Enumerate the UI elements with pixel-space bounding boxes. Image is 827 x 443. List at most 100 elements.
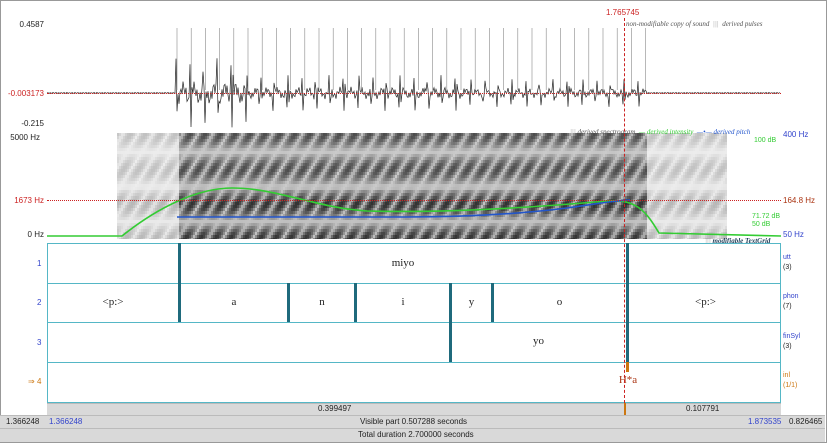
spectrogram-cell: [125, 163, 127, 166]
spectrogram-cell: [361, 202, 363, 205]
spectrogram-cell: [219, 205, 221, 208]
spectrogram-cell: [119, 229, 121, 232]
spectrogram-cell: [267, 181, 269, 184]
spectrogram-cell: [331, 184, 333, 187]
spectrogram-cell: [281, 166, 283, 169]
spectrogram-cell: [343, 202, 345, 205]
spectrogram-cell: [287, 211, 289, 214]
spectrogram-cell: [375, 193, 377, 196]
spectrogram-cell: [333, 178, 335, 181]
spectrogram-cell: [323, 145, 325, 148]
spectrogram-cell: [227, 166, 229, 169]
spectrogram-cell: [119, 184, 121, 187]
spectrogram-cell: [171, 229, 173, 232]
spectrogram-cell: [281, 151, 283, 154]
spectrogram-cell: [279, 235, 281, 238]
spectrogram-panel[interactable]: [47, 133, 781, 239]
spectrogram-cell: [183, 163, 185, 166]
spectrogram-cell: [165, 136, 167, 139]
spectrogram-cell: [117, 178, 119, 181]
spectrogram-cell: [277, 184, 279, 187]
spectrogram-cell: [373, 148, 375, 151]
spectrogram-cell: [319, 151, 321, 154]
spectrogram-cell: [171, 181, 173, 184]
spectrogram-cell: [229, 181, 231, 184]
spectrogram-cell: [261, 175, 263, 178]
spectrogram-cell: [139, 142, 141, 145]
spectrogram-cell: [381, 166, 383, 169]
waveform-panel[interactable]: [47, 20, 781, 128]
spectrogram-cell: [383, 133, 385, 136]
spectrogram-cell: [215, 214, 217, 217]
spectrogram-cell: [355, 136, 357, 139]
spectrogram-cell: [255, 211, 257, 214]
spectrogram-cell: [291, 220, 293, 223]
spectrogram-cell: [241, 232, 243, 235]
spectrogram-cell: [149, 226, 151, 229]
spectrogram-cell: [323, 151, 325, 154]
spectrogram-cell: [173, 136, 175, 139]
spectrogram-cell: [119, 223, 121, 226]
spectrogram-cell: [355, 181, 357, 184]
spectrogram-cell: [139, 175, 141, 178]
spectrogram-cell: [353, 151, 355, 154]
spectrogram-cell: [165, 181, 167, 184]
spectrogram-cell: [319, 133, 321, 136]
spectrogram-cell: [327, 208, 329, 211]
spectrogram-cell: [193, 190, 195, 193]
spectrogram-cell: [165, 229, 167, 232]
spectrogram-cell: [337, 163, 339, 166]
spectrogram-cell: [237, 166, 239, 169]
spectrogram-cell: [237, 196, 239, 199]
spectrogram-cell: [161, 154, 163, 157]
spectrogram-cell: [349, 166, 351, 169]
spectrogram-cell: [147, 172, 149, 175]
spectrogram-cell: [147, 160, 149, 163]
spectrogram-cell: [359, 142, 361, 145]
spectrogram-cell: [305, 208, 307, 211]
spectrogram-cell: [171, 220, 173, 223]
spectrogram-cell: [121, 217, 123, 220]
spectrogram-cell: [283, 190, 285, 193]
spectrogram-cell: [371, 193, 373, 196]
spectrogram-cell: [199, 235, 201, 238]
spectrogram-cell: [379, 178, 381, 181]
spectrogram-cell: [205, 217, 207, 220]
spectrogram-cell: [347, 163, 349, 166]
spectrogram-cell: [177, 148, 179, 151]
spectrogram-cell: [277, 202, 279, 205]
spectrogram-cell: [233, 172, 235, 175]
spectrogram-cell: [135, 229, 137, 232]
spectrogram-cell: [265, 223, 267, 226]
spectrogram-cell: [389, 196, 391, 199]
spectrogram-cell: [163, 139, 165, 142]
spectrogram-cell: [265, 202, 267, 205]
spectrogram-cell: [159, 181, 161, 184]
spectrogram-cell: [175, 181, 177, 184]
spectrogram-cell: [267, 220, 269, 223]
spectrogram-cell: [191, 205, 193, 208]
spectrogram-cell: [195, 157, 197, 160]
spectrogram-cell: [387, 193, 389, 196]
spectrogram-cell: [169, 193, 171, 196]
spectrogram-cell: [231, 133, 233, 136]
spectrogram-cell: [163, 217, 165, 220]
spectrogram-cell: [381, 214, 383, 217]
spectrogram-cell: [379, 208, 381, 211]
spectrogram-cell: [171, 190, 173, 193]
spectrogram-cell: [303, 139, 305, 142]
spectrogram-cell: [373, 229, 375, 232]
spectrogram-cell: [251, 211, 253, 214]
spectrogram-cell: [179, 163, 181, 166]
spectrogram-cell: [245, 145, 247, 148]
spectrogram-cell: [313, 181, 315, 184]
spectrogram-cell: [293, 232, 295, 235]
spectrogram-cell: [213, 169, 215, 172]
spectrogram-cell: [215, 163, 217, 166]
spectrogram-cell: [271, 205, 273, 208]
spectrogram-cell: [329, 148, 331, 151]
spectrogram-cell: [151, 232, 153, 235]
spectrogram-cell: [281, 148, 283, 151]
spectrogram-cell: [153, 181, 155, 184]
spectrogram-cell: [145, 223, 147, 226]
